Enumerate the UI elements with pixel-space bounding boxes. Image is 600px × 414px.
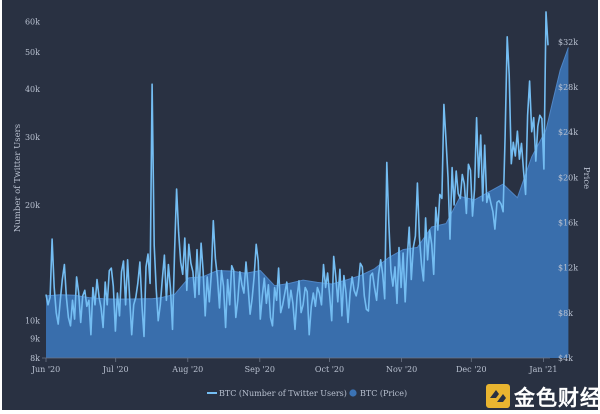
x-tick-label: Oct '20 xyxy=(315,365,344,374)
price-area-edge xyxy=(45,47,569,300)
right-tick-labels: $4k $8k $12k $16k $20k $24k $28k $32k xyxy=(558,38,578,363)
legend-item-twitter-users[interactable]: BTC (Number of Twitter Users) xyxy=(207,389,347,398)
plot-area xyxy=(45,11,569,358)
logo-mark xyxy=(490,390,506,402)
x-tick-label: Sep '20 xyxy=(245,365,275,374)
right-axis: $4k $8k $12k $16k $20k $24k $28k $32k Price xyxy=(558,38,591,363)
left-tick-label: 50k xyxy=(25,48,40,57)
legend-dot-swatch xyxy=(349,389,357,397)
right-tick-label: $24k xyxy=(558,128,578,137)
right-tick-label: $28k xyxy=(558,83,578,92)
right-tick-label: $32k xyxy=(558,38,578,47)
legend-label-price: BTC (Price) xyxy=(360,389,407,398)
x-tick-label: Aug '20 xyxy=(171,365,203,374)
right-tick-label: $8k xyxy=(558,309,573,318)
x-tick-label: Jan '21 xyxy=(528,365,557,374)
x-tick-labels: Jun '20 Jul '20 Aug '20 Sep '20 Oct '20 Nov '… xyxy=(31,358,557,374)
watermark: 金色财经 xyxy=(486,384,600,410)
left-tick-label: 60k xyxy=(25,17,40,26)
twitter-users-line-layer xyxy=(45,11,549,338)
watermark-text: 金色财经 xyxy=(513,386,598,410)
logo-tile xyxy=(486,384,510,408)
x-tick-label: Jun '20 xyxy=(31,365,60,374)
right-axis-title: Price xyxy=(581,167,591,189)
left-axis: 8k 9k 10k 20k 30k 40k 50k 60k Number of Twitter… xyxy=(13,17,40,363)
left-tick-label: 9k xyxy=(30,334,40,343)
x-axis: Jun '20 Jul '20 Aug '20 Sep '20 Oct '20 Nov '… xyxy=(31,357,557,374)
right-tick-label: $12k xyxy=(558,264,578,273)
right-tick-label: $16k xyxy=(558,219,578,228)
left-axis-title: Number of Twitter Users xyxy=(13,124,23,232)
left-tick-label: 8k xyxy=(30,354,40,363)
legend-item-price[interactable]: BTC (Price) xyxy=(349,389,407,398)
left-tick-labels: 8k 9k 10k 20k 30k 40k 50k 60k xyxy=(25,17,40,363)
x-tick-label: Nov '20 xyxy=(386,365,417,374)
price-area-layer xyxy=(45,47,569,358)
right-tick-label: $4k xyxy=(558,354,573,363)
price-area xyxy=(46,47,569,358)
legend-label-twitter-users: BTC (Number of Twitter Users) xyxy=(219,389,347,398)
right-tick-label: $20k xyxy=(558,173,578,182)
x-tick-label: Jul '20 xyxy=(102,365,129,374)
legend[interactable]: BTC (Number of Twitter Users) BTC (Price… xyxy=(207,389,407,398)
left-tick-label: 10k xyxy=(25,317,40,326)
left-tick-label: 30k xyxy=(25,133,40,142)
left-tick-label: 20k xyxy=(25,201,40,210)
jinse-logo-icon xyxy=(486,384,510,408)
x-tick-label: Dec '20 xyxy=(456,365,487,374)
twitter-users-line xyxy=(45,11,549,338)
left-tick-label: 40k xyxy=(25,85,40,94)
